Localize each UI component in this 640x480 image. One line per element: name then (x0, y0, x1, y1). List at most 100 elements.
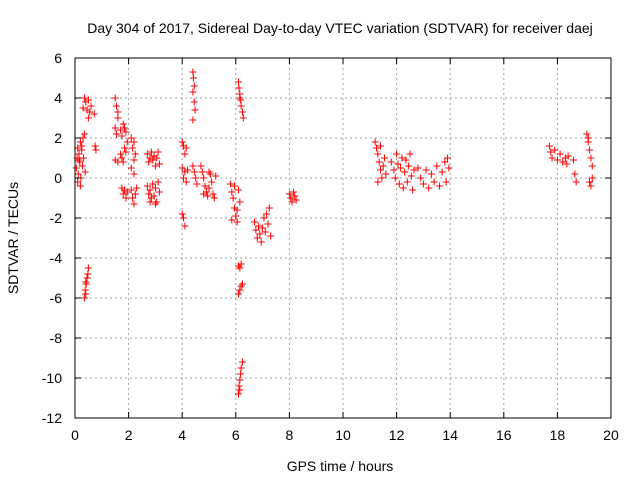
x-tick-label: 16 (496, 427, 512, 443)
data-point (236, 286, 244, 294)
y-axis-label: SDTVAR / TECUs (5, 182, 21, 294)
data-point (233, 206, 241, 214)
data-point (145, 190, 153, 198)
data-point (586, 178, 594, 186)
data-point (143, 150, 151, 158)
data-point (261, 228, 269, 236)
data-point (583, 130, 591, 138)
data-point (149, 156, 157, 164)
y-tick-label: 0 (54, 170, 62, 186)
data-point (234, 390, 242, 398)
data-point (151, 162, 159, 170)
data-point (377, 166, 385, 174)
data-point (127, 134, 135, 142)
data-point (228, 188, 236, 196)
data-point (553, 156, 561, 164)
data-point (251, 218, 259, 226)
data-point (410, 166, 418, 174)
data-point (180, 214, 188, 222)
data-point (150, 192, 158, 200)
data-point (80, 130, 88, 138)
data-point (405, 162, 413, 170)
data-point (84, 96, 92, 104)
data-point (114, 114, 122, 122)
data-point (587, 154, 595, 162)
data-point (417, 174, 425, 182)
data-point (205, 184, 213, 192)
data-point (79, 104, 87, 112)
data-point (80, 294, 88, 302)
data-point (287, 194, 295, 202)
x-tick-label: 10 (335, 427, 351, 443)
data-point (190, 168, 198, 176)
data-point (445, 164, 453, 172)
data-point (419, 180, 427, 188)
data-point (154, 148, 162, 156)
data-point (189, 74, 197, 82)
data-point (82, 290, 90, 298)
y-tick-label: -4 (50, 250, 63, 266)
data-point (127, 186, 135, 194)
data-point (229, 194, 237, 202)
data-point (84, 270, 92, 278)
data-point (212, 172, 220, 180)
data-point (192, 174, 200, 182)
data-point (204, 192, 212, 200)
data-point (190, 82, 198, 90)
data-point (407, 172, 415, 180)
data-point (571, 170, 579, 178)
y-tick-label: -12 (42, 410, 62, 426)
data-point (390, 166, 398, 174)
data-point (76, 182, 84, 190)
data-point (237, 364, 245, 372)
data-point (79, 162, 87, 170)
data-point (569, 156, 577, 164)
data-point (151, 184, 159, 192)
x-tick-label: 4 (178, 427, 186, 443)
data-point (237, 102, 245, 110)
data-point (255, 222, 263, 230)
data-point (402, 156, 410, 164)
data-point (123, 188, 131, 196)
data-point (395, 180, 403, 188)
data-point (236, 376, 244, 384)
data-point (556, 150, 564, 158)
data-point (78, 142, 86, 150)
data-point (200, 174, 208, 182)
data-point (264, 220, 272, 228)
data-point (130, 156, 138, 164)
data-point (181, 222, 189, 230)
data-point (267, 232, 275, 240)
data-point (209, 190, 217, 198)
data-point (146, 198, 154, 206)
data-point (122, 194, 130, 202)
data-point (563, 160, 571, 168)
data-point (239, 114, 247, 122)
data-point (154, 178, 162, 186)
data-point (130, 170, 138, 178)
data-point (435, 182, 443, 190)
data-point (236, 94, 244, 102)
axis-ticks (74, 57, 612, 419)
data-point (189, 162, 197, 170)
data-point (130, 138, 138, 146)
data-point (442, 178, 450, 186)
data-point (87, 102, 95, 110)
data-point (127, 164, 135, 172)
data-point (155, 188, 163, 196)
data-point (184, 166, 192, 174)
data-point (189, 116, 197, 124)
data-point (205, 168, 213, 176)
data-point (394, 160, 402, 168)
data-point (153, 154, 161, 162)
data-point (208, 178, 216, 186)
data-point (145, 158, 153, 166)
data-point (119, 158, 127, 166)
data-point (559, 158, 567, 166)
data-point (379, 162, 387, 170)
data-points (72, 68, 596, 398)
data-point (234, 290, 242, 298)
data-point (235, 382, 243, 390)
data-point (235, 84, 243, 92)
